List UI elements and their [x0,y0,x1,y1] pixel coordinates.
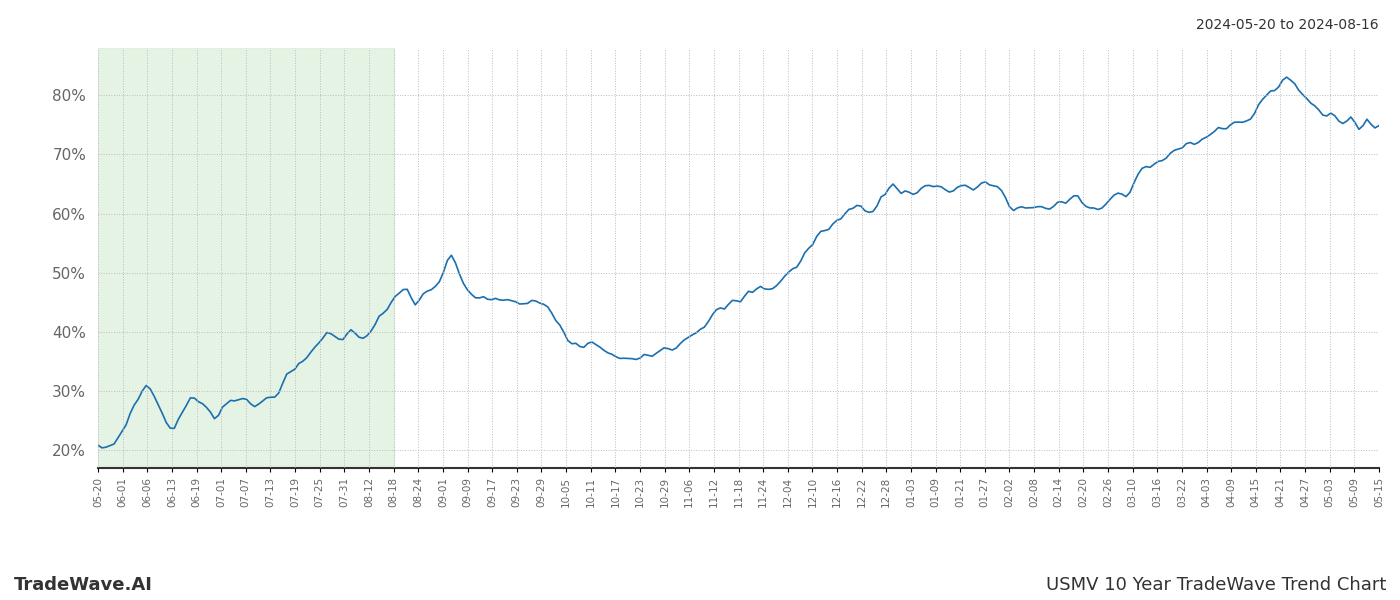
Bar [98,48,393,468]
Text: USMV 10 Year TradeWave Trend Chart: USMV 10 Year TradeWave Trend Chart [1046,576,1386,594]
Text: TradeWave.AI: TradeWave.AI [14,576,153,594]
Text: 2024-05-20 to 2024-08-16: 2024-05-20 to 2024-08-16 [1197,18,1379,32]
